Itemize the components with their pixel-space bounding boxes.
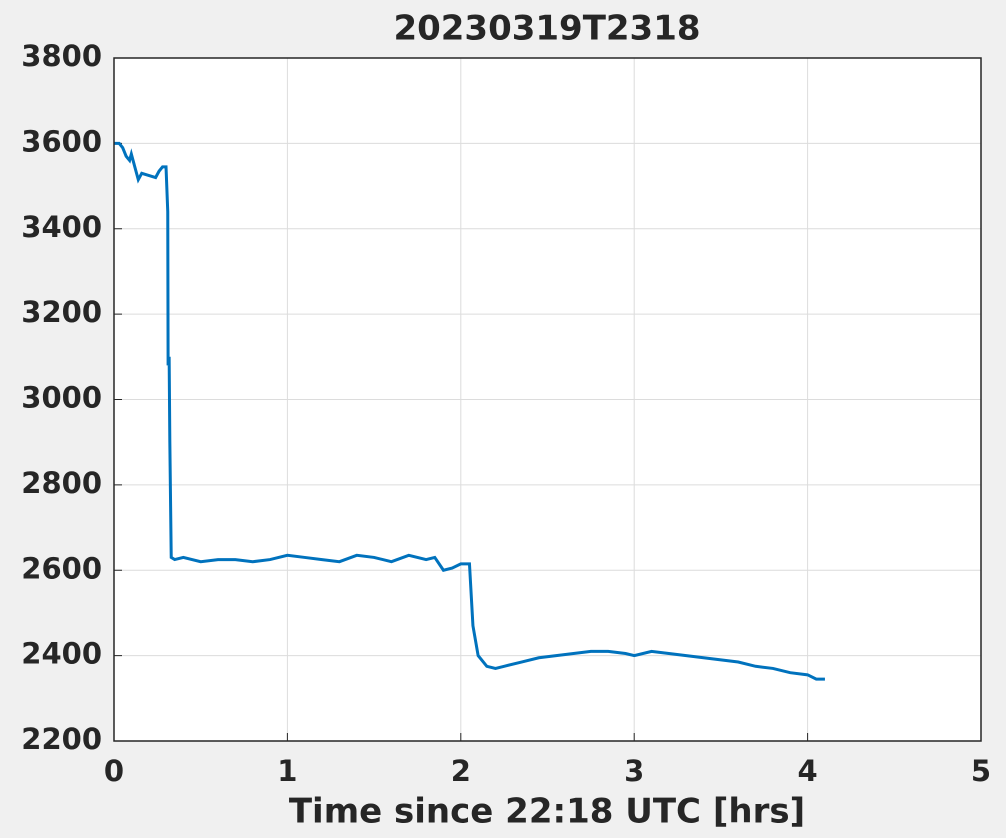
y-tick-label: 2600 <box>21 551 102 585</box>
y-tick-label: 2800 <box>21 466 102 500</box>
y-tick-label: 2200 <box>21 722 102 756</box>
x-tick-label: 2 <box>451 754 471 788</box>
x-tick-label: 1 <box>277 754 297 788</box>
x-tick-label: 5 <box>971 754 991 788</box>
x-axis-label: Time since 22:18 UTC [hrs] <box>289 792 805 832</box>
axes-box <box>113 57 982 742</box>
y-tick-label: 3600 <box>21 124 102 158</box>
y-tick-label: 3400 <box>21 210 102 244</box>
x-tick-label: 3 <box>624 754 644 788</box>
data-line <box>114 141 825 681</box>
x-tick-label: 4 <box>798 754 818 788</box>
chart-title: 20230319T2318 <box>393 9 700 49</box>
y-tick-label: 3000 <box>21 381 102 415</box>
y-tick-label: 3200 <box>21 295 102 329</box>
y-tick-label: 3800 <box>21 39 102 73</box>
y-tick-label: 2400 <box>21 637 102 671</box>
x-tick-label: 0 <box>104 754 124 788</box>
